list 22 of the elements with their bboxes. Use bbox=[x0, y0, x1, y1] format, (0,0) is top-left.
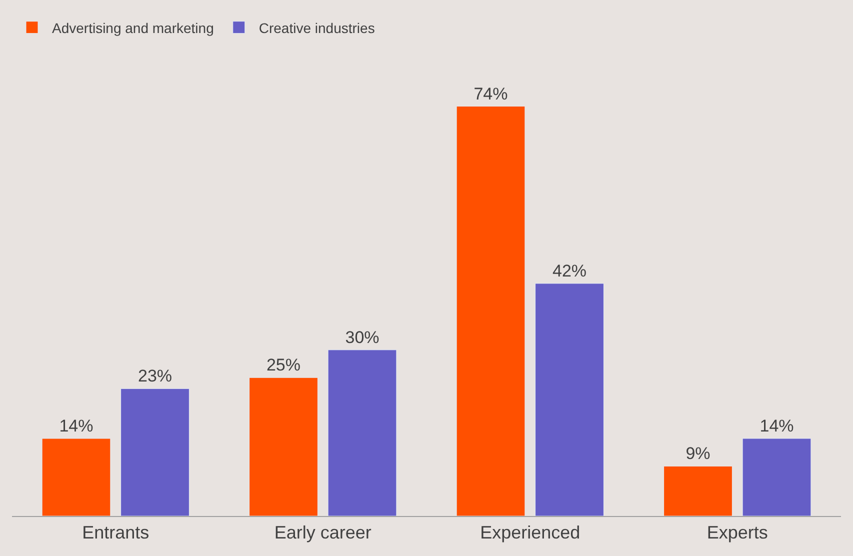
data-label: 30% bbox=[345, 328, 380, 347]
data-label: 74% bbox=[474, 84, 508, 104]
x-tick-label: Experts bbox=[706, 522, 768, 543]
data-label: 14% bbox=[59, 416, 94, 436]
bar bbox=[328, 350, 397, 516]
legend-label: Advertising and marketing bbox=[52, 20, 214, 36]
data-label: 9% bbox=[686, 444, 710, 464]
data-label: 23% bbox=[138, 366, 172, 386]
x-tick-label: Entrants bbox=[82, 522, 150, 543]
x-tick-label: Experienced bbox=[480, 522, 580, 543]
data-label: 42% bbox=[552, 261, 587, 280]
bar bbox=[249, 377, 318, 516]
bar bbox=[742, 438, 812, 516]
bar bbox=[535, 283, 604, 516]
bar bbox=[42, 438, 111, 516]
bar bbox=[664, 466, 732, 516]
bar bbox=[456, 106, 526, 516]
bar bbox=[120, 388, 190, 516]
legend-label: Creative industries bbox=[258, 20, 375, 36]
data-label: 25% bbox=[266, 356, 301, 375]
x-tick-label: Early career bbox=[274, 522, 372, 543]
data-label: 14% bbox=[760, 416, 794, 436]
